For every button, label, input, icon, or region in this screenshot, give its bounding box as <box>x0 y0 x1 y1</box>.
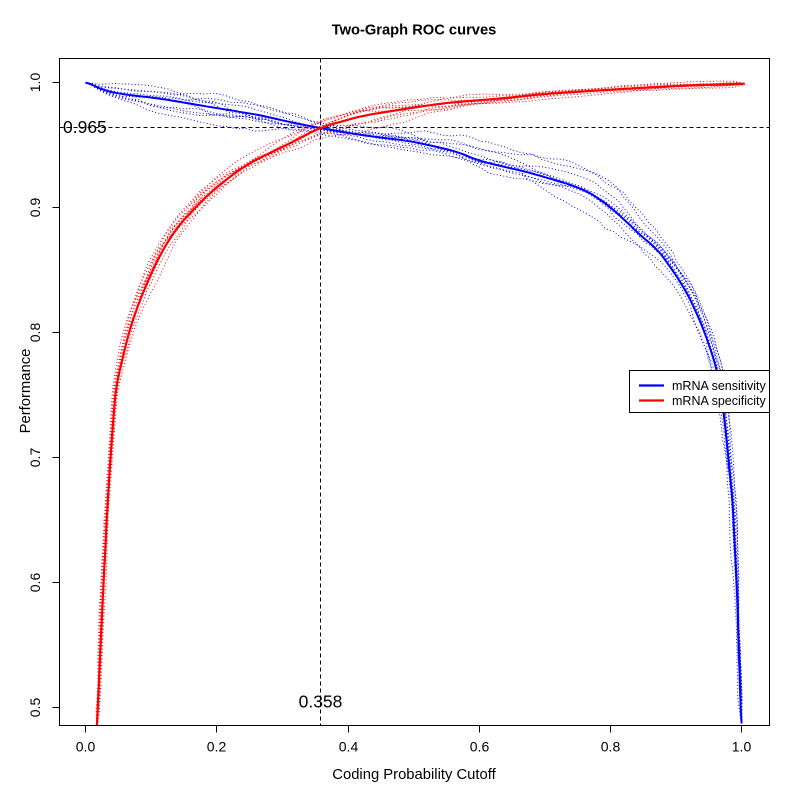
svg-text:0.4: 0.4 <box>339 739 359 755</box>
svg-text:0.358: 0.358 <box>299 692 343 712</box>
svg-text:0.6: 0.6 <box>27 573 43 593</box>
svg-text:0.7: 0.7 <box>27 448 43 468</box>
svg-text:mRNA specificity: mRNA specificity <box>672 394 767 408</box>
svg-text:Two-Graph ROC curves: Two-Graph ROC curves <box>332 23 497 39</box>
svg-text:1.0: 1.0 <box>27 73 43 93</box>
svg-text:Performance: Performance <box>18 349 34 434</box>
svg-text:0.2: 0.2 <box>207 739 227 755</box>
svg-text:0.8: 0.8 <box>601 739 621 755</box>
svg-text:Coding Probability Cutoff: Coding Probability Cutoff <box>332 767 496 783</box>
svg-text:0.5: 0.5 <box>27 698 43 718</box>
svg-text:1.0: 1.0 <box>732 739 752 755</box>
svg-text:0.6: 0.6 <box>470 739 490 755</box>
svg-text:0.9: 0.9 <box>27 198 43 218</box>
svg-text:0.965: 0.965 <box>63 117 107 137</box>
svg-text:0.8: 0.8 <box>27 323 43 343</box>
svg-text:0.0: 0.0 <box>76 739 96 755</box>
svg-text:mRNA sensitivity: mRNA sensitivity <box>672 379 767 393</box>
